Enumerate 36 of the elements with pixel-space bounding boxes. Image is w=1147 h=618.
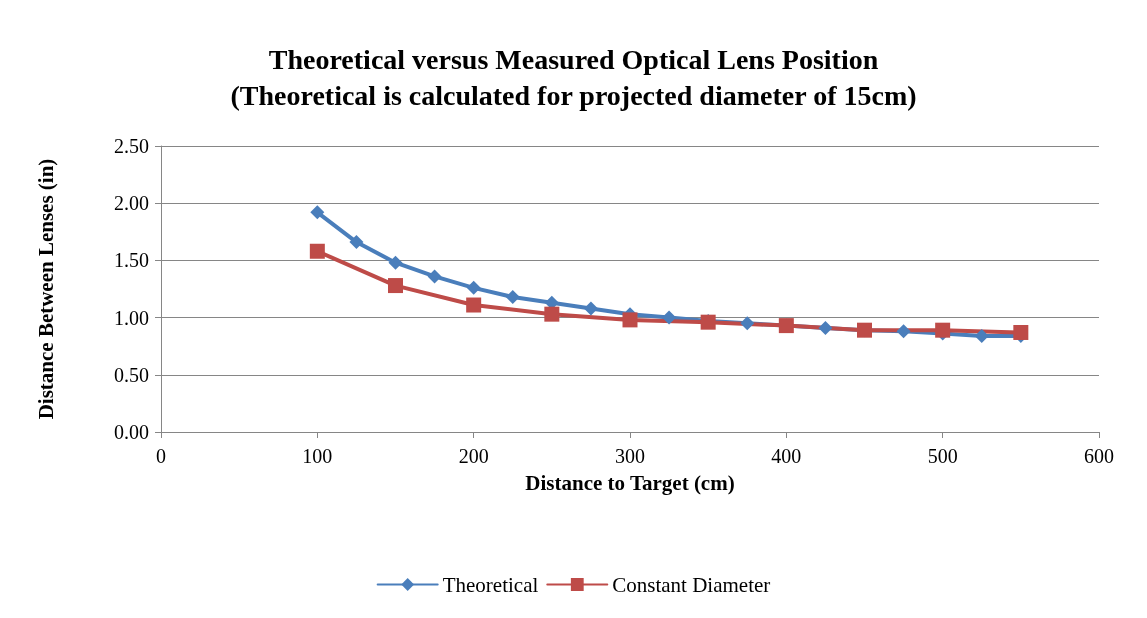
y-tick-label: 1.00 [114,306,149,329]
x-tick-label: 400 [771,445,802,467]
point [974,328,989,343]
point [388,278,403,294]
point [505,290,520,305]
point [388,255,403,270]
point [349,235,364,250]
y-tick-label: 1.50 [114,249,149,272]
point [427,269,442,284]
x-tick-label: 0 [156,445,166,467]
point [466,280,481,295]
x-axis-title: Distance to Target (cm) [525,470,735,495]
x-tick-label: 100 [302,445,333,467]
y-tick-label: 0.00 [114,421,149,443]
x-tick-label: 600 [1084,445,1114,467]
point [466,297,482,313]
chart-title: Theoretical versus Measured Optical Lens Position (Theoretical is calculated for projected diameter of 15cm) [230,43,917,111]
point [896,324,911,339]
point [622,312,638,328]
point [662,310,677,325]
point [935,322,951,338]
x-tick-label: 500 [927,445,958,467]
point [818,320,833,335]
y-tick-label: 2.50 [114,135,149,157]
point [583,301,598,316]
legend-label: Constant Diameter [612,572,771,597]
point [740,316,755,331]
x-tick-label: 200 [458,445,489,467]
point [544,306,560,322]
y-tick-label: 0.50 [114,363,149,386]
legend-label: Theoretical [442,572,539,597]
point [309,243,325,259]
y-tick-label: 2.00 [114,192,149,215]
y-axis-title: Distance Between Lenses (in) [33,158,58,420]
point [310,205,325,220]
x-tick-label: 300 [615,445,645,467]
